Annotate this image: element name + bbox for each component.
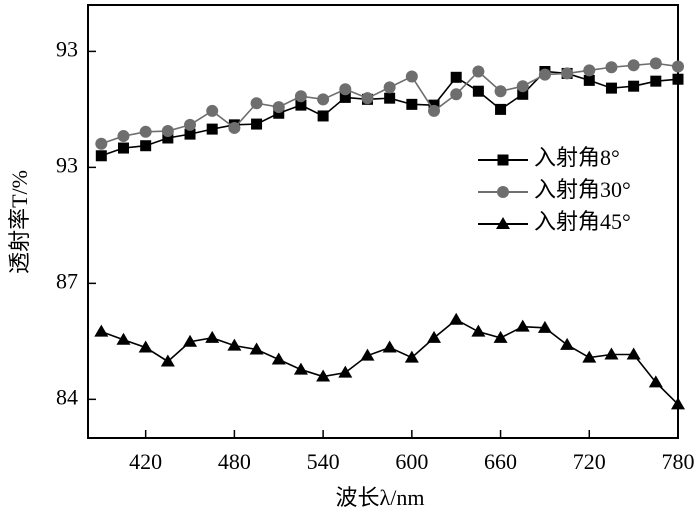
marker [404, 350, 419, 363]
marker [672, 73, 684, 85]
marker [117, 142, 129, 154]
y-tick-label: 93 [56, 152, 78, 177]
legend-label: 入射角8° [534, 145, 620, 170]
marker [649, 57, 662, 70]
marker [494, 85, 507, 98]
marker [428, 104, 441, 117]
marker [471, 324, 486, 337]
marker [427, 330, 442, 343]
marker [249, 342, 264, 355]
y-tick-label: 87 [56, 268, 78, 293]
marker [517, 88, 529, 100]
marker [183, 334, 198, 347]
marker [227, 338, 242, 351]
marker [561, 67, 574, 80]
marker [162, 132, 174, 144]
marker [495, 103, 507, 115]
marker [648, 375, 663, 388]
marker [317, 110, 329, 122]
marker [361, 92, 374, 105]
marker [384, 92, 396, 104]
x-tick-label: 600 [395, 449, 428, 474]
marker [206, 104, 219, 117]
marker [293, 362, 308, 375]
marker [406, 98, 418, 110]
marker [382, 340, 397, 353]
marker [560, 337, 575, 350]
marker [316, 369, 331, 382]
marker [138, 340, 153, 353]
marker [339, 91, 351, 103]
legend-marker [497, 154, 509, 166]
marker [271, 352, 286, 365]
marker [184, 118, 197, 131]
marker [626, 347, 641, 360]
marker [161, 125, 174, 138]
x-axis-label: 波长λ/nm [336, 485, 425, 510]
marker [538, 68, 551, 81]
marker [139, 125, 152, 138]
marker [449, 312, 464, 325]
marker [582, 350, 597, 363]
marker [95, 137, 108, 150]
marker [472, 85, 484, 97]
marker [95, 150, 107, 162]
marker [672, 60, 684, 73]
marker [383, 81, 396, 94]
marker [583, 74, 595, 86]
marker [250, 97, 263, 110]
x-tick-label: 780 [662, 449, 695, 474]
marker [515, 319, 530, 332]
marker [650, 75, 662, 87]
x-tick-label: 660 [484, 449, 517, 474]
marker [294, 90, 307, 103]
marker [493, 330, 508, 343]
marker [184, 128, 196, 140]
marker [338, 365, 353, 378]
marker [117, 130, 130, 143]
marker [628, 80, 640, 92]
marker [273, 107, 285, 119]
marker [228, 121, 241, 134]
x-tick-label: 420 [129, 449, 162, 474]
marker [295, 99, 307, 111]
legend-marker [497, 186, 509, 198]
marker [205, 330, 220, 343]
marker [627, 59, 640, 72]
y-tick-label: 84 [56, 384, 78, 409]
marker [140, 140, 152, 152]
marker [583, 64, 596, 77]
marker [116, 332, 131, 345]
x-tick-label: 540 [307, 449, 340, 474]
marker [160, 354, 175, 367]
marker [450, 88, 463, 101]
marker [272, 101, 285, 114]
marker [206, 123, 218, 135]
y-tick-label: 93 [56, 36, 78, 61]
legend-marker [496, 217, 510, 229]
x-tick-label: 720 [573, 449, 606, 474]
plot-frame [87, 4, 679, 439]
legend-label: 入射角45° [534, 209, 631, 234]
marker [472, 65, 485, 78]
marker [605, 82, 617, 94]
marker [450, 71, 462, 83]
y-axis-label: 透射率T/% [7, 170, 32, 274]
marker [251, 118, 263, 130]
marker [516, 80, 529, 93]
marker [360, 348, 375, 361]
marker [405, 70, 418, 83]
marker [604, 347, 619, 360]
marker [605, 61, 618, 74]
marker [339, 83, 352, 96]
marker [671, 397, 685, 410]
marker [94, 324, 109, 337]
marker [537, 320, 552, 333]
marker [317, 93, 330, 106]
legend-label: 入射角30° [534, 177, 631, 202]
x-tick-label: 480 [218, 449, 251, 474]
